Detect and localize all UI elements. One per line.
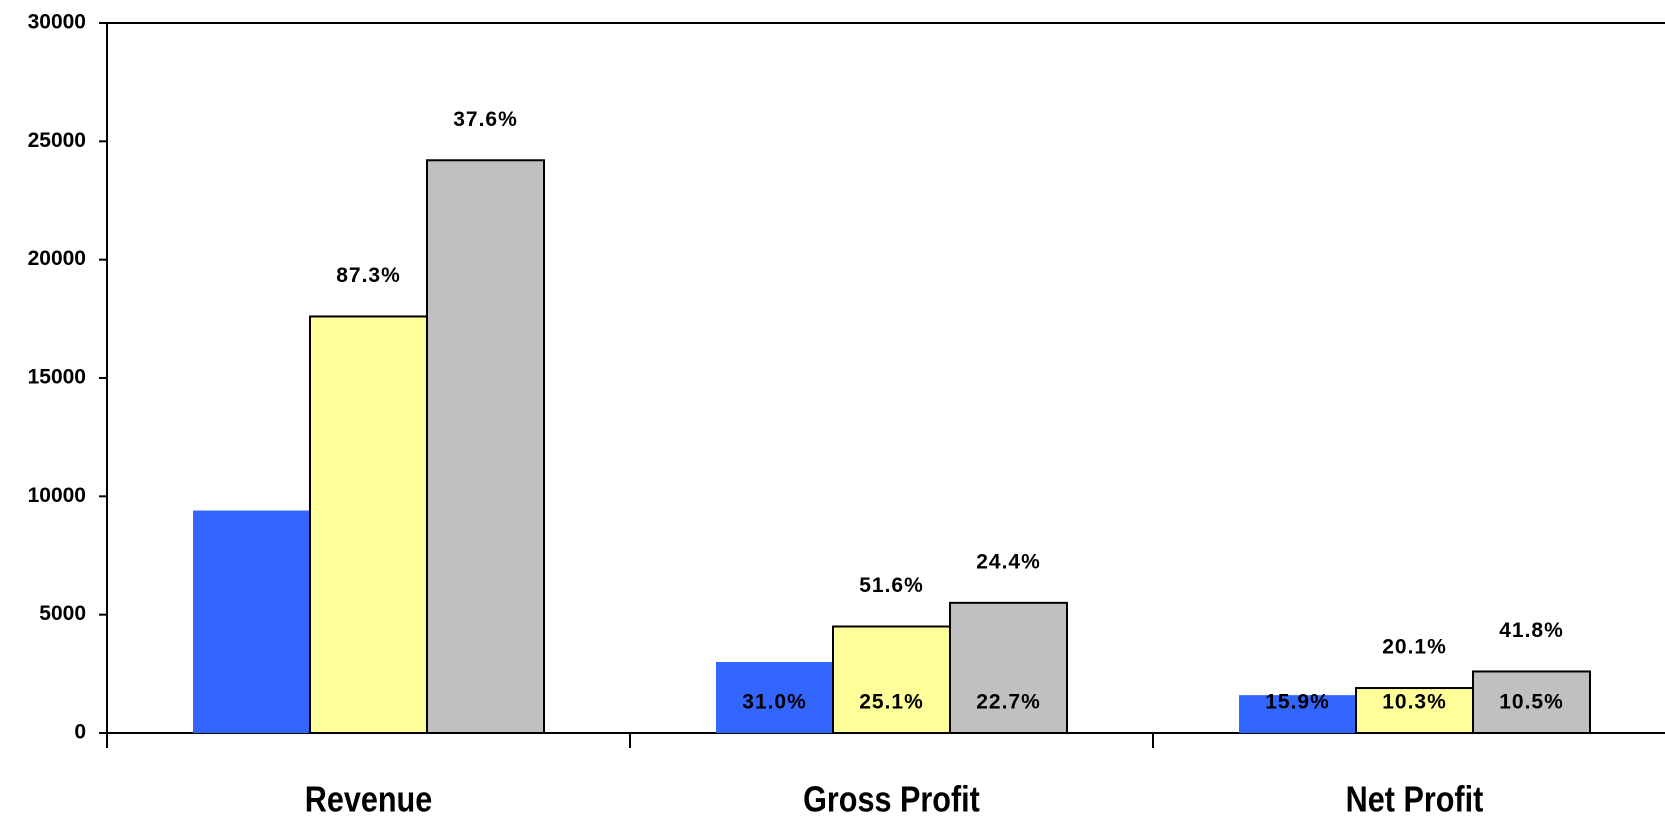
y-tick-label: 0	[74, 721, 86, 744]
margin-label: 22.7%	[976, 691, 1041, 714]
y-tick-label: 15000	[28, 366, 86, 389]
growth-label: 37.6%	[453, 108, 518, 131]
growth-label: 51.6%	[859, 574, 924, 597]
growth-label: 87.3%	[336, 264, 401, 287]
margin-label: 31.0%	[742, 691, 807, 714]
y-tick-label: 20000	[28, 247, 86, 270]
x-tick-label: Gross Profit	[803, 780, 980, 820]
margin-label: 25.1%	[859, 691, 924, 714]
bar	[426, 159, 545, 734]
margin-label: 10.5%	[1499, 691, 1564, 714]
bar	[1239, 695, 1356, 733]
growth-label: 41.8%	[1499, 619, 1564, 642]
bar	[1472, 670, 1591, 735]
growth-label: 20.1%	[1382, 636, 1447, 659]
margin-label: 15.9%	[1265, 691, 1330, 714]
margin-label: 10.3%	[1382, 691, 1447, 714]
x-tick-label: Net Profit	[1346, 780, 1484, 820]
growth-label: 24.4%	[976, 550, 1041, 573]
bar	[716, 662, 833, 733]
bar	[832, 625, 951, 734]
y-tick-label: 5000	[39, 602, 86, 625]
bar	[949, 601, 1068, 734]
y-tick-label: 25000	[28, 129, 86, 152]
x-tick-label: Revenue	[305, 780, 432, 820]
y-tick-label: 10000	[28, 484, 86, 507]
y-tick-label: 30000	[28, 11, 86, 34]
bar	[193, 510, 310, 733]
bar	[1355, 687, 1474, 734]
bar	[309, 315, 428, 734]
